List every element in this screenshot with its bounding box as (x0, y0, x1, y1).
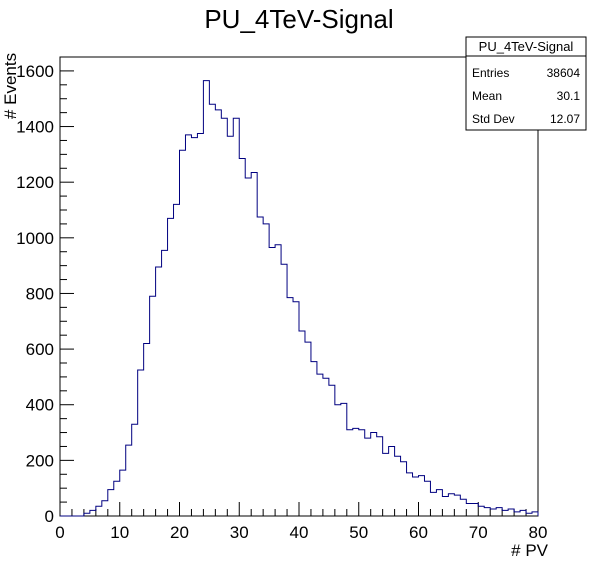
y-tick-label: 1400 (16, 118, 54, 137)
y-tick-label: 200 (26, 451, 54, 470)
y-tick-label: 1200 (16, 173, 54, 192)
x-tick-label: 80 (529, 523, 548, 542)
stats-mean-value: 30.1 (557, 89, 581, 103)
x-tick-label: 40 (290, 523, 309, 542)
x-tick-label: 20 (170, 523, 189, 542)
x-axis: 0 10 20 30 40 50 60 70 80 (55, 502, 547, 542)
stats-entries-value: 38604 (547, 66, 581, 80)
stats-mean-label: Mean (472, 89, 502, 103)
stats-stddev-value: 12.07 (550, 112, 580, 126)
y-tick-label: 1000 (16, 229, 54, 248)
stats-box-title: PU_4TeV-Signal (479, 39, 574, 54)
stats-entries-label: Entries (472, 66, 509, 80)
x-tick-label: 30 (230, 523, 249, 542)
y-tick-label: 400 (26, 396, 54, 415)
x-tick-label: 60 (409, 523, 428, 542)
x-tick-label: 70 (469, 523, 488, 542)
y-tick-label: 600 (26, 340, 54, 359)
x-tick-label: 10 (110, 523, 129, 542)
y-axis: 0 200 400 600 800 1000 1200 1400 1600 (16, 56, 74, 526)
y-tick-label: 800 (26, 284, 54, 303)
x-tick-label: 0 (55, 523, 64, 542)
chart-title: PU_4TeV-Signal (204, 4, 393, 34)
y-axis-label: # Events (1, 53, 20, 119)
histogram-series (60, 80, 539, 517)
x-tick-label: 50 (349, 523, 368, 542)
y-tick-label: 0 (45, 507, 54, 526)
stats-box-frame (465, 36, 587, 131)
x-axis-label: # PV (511, 541, 549, 560)
stats-stddev-label: Std Dev (472, 112, 515, 126)
y-tick-label: 1600 (16, 62, 54, 81)
stats-box: PU_4TeV-Signal Entries 38604 Mean 30.1 S… (465, 36, 587, 131)
